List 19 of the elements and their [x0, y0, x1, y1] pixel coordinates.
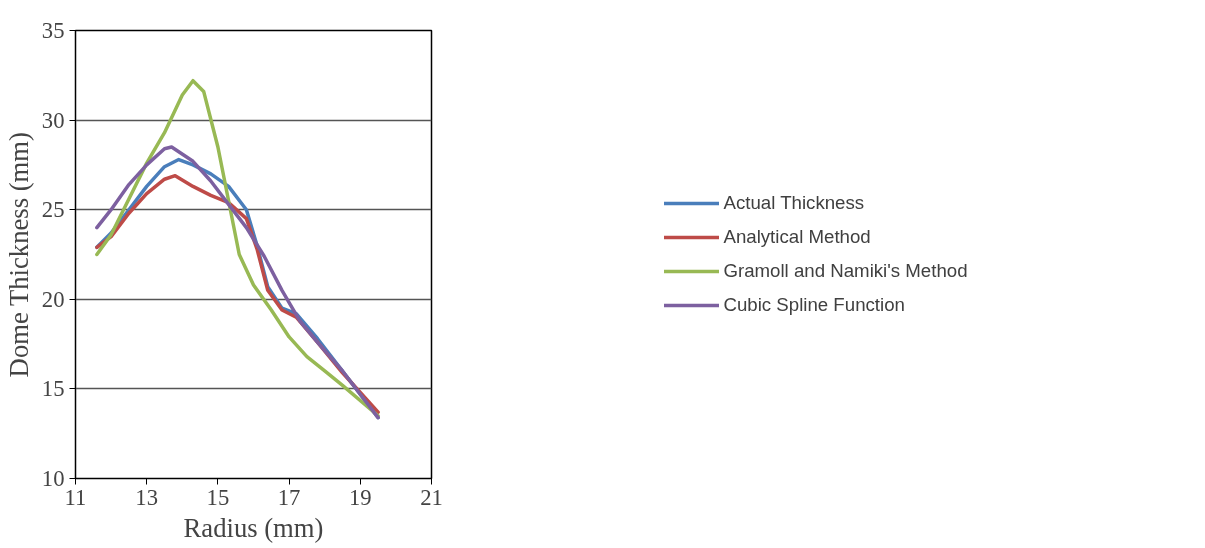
y-axis-title: Dome Thickness (mm): [3, 132, 34, 378]
y-tick-label: 20: [41, 286, 65, 312]
legend-label: Analytical Method: [723, 226, 871, 248]
legend-label: Cubic Spline Function: [723, 294, 905, 316]
legend-label: Actual Thickness: [723, 192, 865, 214]
x-tick-label: 21: [420, 484, 443, 510]
legend-label: Gramoll and Namiki's Method: [723, 260, 968, 282]
x-axis-title: Radius (mm): [183, 512, 324, 543]
x-tick-label: 19: [348, 484, 372, 510]
line-series: [95, 78, 380, 418]
y-tick-label: 35: [41, 18, 65, 43]
y-tick-label: 15: [41, 376, 65, 402]
x-tick-label: 17: [277, 484, 301, 510]
y-tick-label: 10: [41, 466, 65, 491]
x-tick-label: 13: [135, 484, 159, 510]
x-tick-label: 11: [64, 484, 87, 510]
y-tick-label: 30: [41, 107, 65, 133]
x-tick-label: 15: [206, 484, 230, 510]
y-tick-label: 25: [41, 197, 65, 223]
